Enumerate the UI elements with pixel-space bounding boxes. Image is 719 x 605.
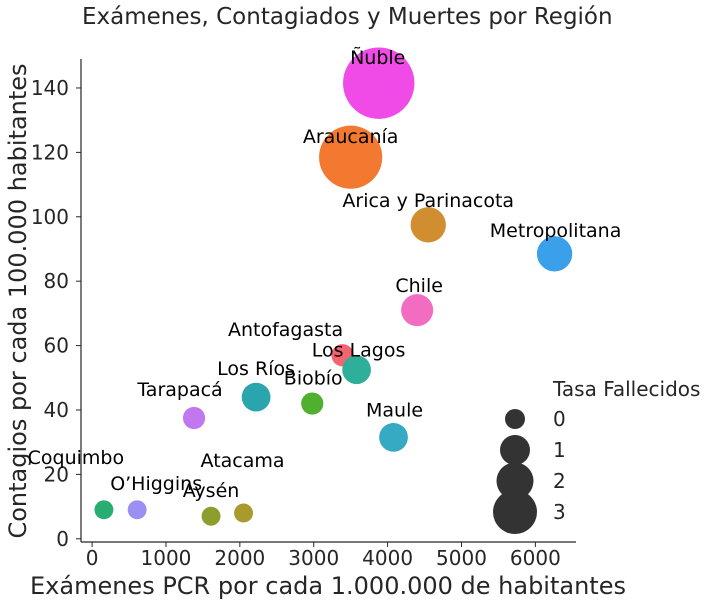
- data-point: [379, 422, 408, 452]
- data-point: [536, 236, 573, 272]
- data-point: [201, 506, 221, 526]
- x-tick-label: 5000: [436, 546, 487, 570]
- data-point-label: Aysén: [183, 480, 240, 502]
- legend-size-label: 1: [553, 438, 566, 462]
- y-tick-labels: 0 20 40 60 80 100 120 140: [31, 76, 81, 551]
- data-point-label: Antofagasta: [228, 319, 343, 341]
- y-axis-label: Contagios por cada 100.000 habitantes: [4, 63, 32, 538]
- axes: [80, 59, 576, 543]
- x-tick-label: 3000: [288, 546, 339, 570]
- data-point: [319, 125, 383, 189]
- data-point-label: Chile: [395, 275, 443, 297]
- legend-size-label: 3: [553, 500, 566, 524]
- data-point-label: Ñuble: [350, 46, 405, 69]
- x-tick-label: 0: [86, 546, 99, 570]
- y-tick-label: 120: [31, 140, 69, 164]
- data-point-label: Metropolitana: [490, 220, 622, 242]
- data-point: [301, 392, 324, 415]
- x-tick-label: 6000: [510, 546, 561, 570]
- x-tick-label: 2000: [214, 546, 265, 570]
- data-point: [127, 500, 147, 520]
- legend-size-marker: [496, 462, 534, 500]
- data-point-label: Biobío: [284, 368, 343, 390]
- legend-size-label: 0: [553, 407, 566, 431]
- data-point: [410, 207, 446, 243]
- legend: Tasa Fallecidos 0 1 2 3: [493, 377, 700, 534]
- y-tick-label: 80: [44, 269, 69, 293]
- x-tick-label: 1000: [141, 546, 192, 570]
- data-points: [94, 47, 573, 526]
- legend-size-label: 2: [553, 469, 566, 493]
- data-point: [401, 294, 434, 327]
- data-point: [241, 382, 271, 412]
- data-point-label: Los Ríos: [217, 358, 295, 380]
- data-point: [343, 47, 415, 119]
- data-point: [182, 406, 206, 430]
- legend-entries: 0 1 2 3: [493, 407, 566, 534]
- y-tick-label: 40: [44, 398, 69, 422]
- x-tick-label: 4000: [362, 546, 413, 570]
- y-tick-label: 100: [31, 205, 69, 229]
- data-point: [94, 500, 114, 520]
- legend-size-marker: [493, 490, 537, 534]
- y-tick-label: 60: [44, 334, 69, 358]
- data-point: [234, 503, 253, 523]
- data-point: [342, 355, 371, 385]
- legend-title: Tasa Fallecidos: [552, 377, 700, 401]
- data-point-label: O’Higgins: [110, 473, 202, 495]
- data-point-label: Atacama: [201, 450, 285, 472]
- chart-title: Exámenes, Contagiados y Muertes por Regi…: [82, 4, 613, 30]
- data-point-label: Araucanía: [303, 126, 399, 148]
- y-tick-label: 0: [56, 527, 69, 551]
- data-point-label: Coquimbo: [28, 447, 124, 469]
- data-point-label: Los Lagos: [312, 340, 406, 362]
- x-tick-labels: 0 1000 2000 3000 4000 5000 6000: [86, 542, 561, 570]
- y-tick-label: 20: [44, 462, 69, 486]
- legend-size-marker: [505, 409, 525, 429]
- data-point-label: Tarapacá: [136, 379, 222, 401]
- data-point-label: Arica y Parinacota: [342, 190, 514, 212]
- x-axis-label: Exámenes PCR por cada 1.000.000 de habit…: [30, 572, 626, 600]
- legend-size-marker: [500, 435, 530, 465]
- data-point-labels: Ñuble Araucanía Arica y Parinacota Metropol…: [28, 46, 622, 502]
- data-point-label: Maule: [366, 399, 423, 421]
- y-tick-label: 140: [31, 76, 69, 100]
